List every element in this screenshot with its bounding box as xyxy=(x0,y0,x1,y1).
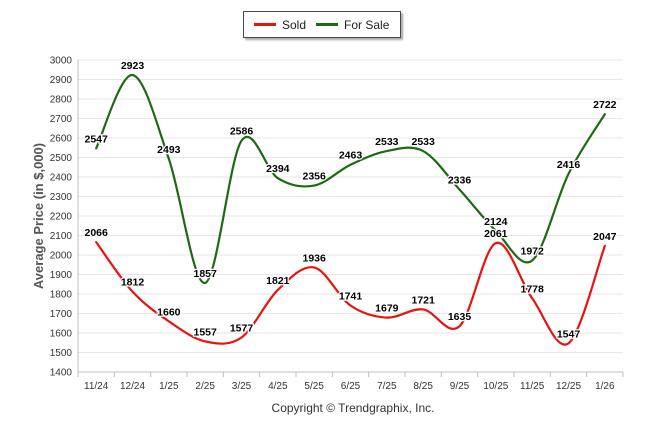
data-label-for-sale: 2586 xyxy=(230,126,254,138)
data-label-for-sale: 2394 xyxy=(266,163,290,175)
y-tick-label: 2300 xyxy=(50,192,73,203)
x-tick-label: 10/25 xyxy=(483,381,508,392)
data-label-sold: 2047 xyxy=(593,231,617,243)
data-label-sold: 1741 xyxy=(339,291,363,303)
x-tick-label: 1/25 xyxy=(159,381,179,392)
y-tick-label: 1600 xyxy=(50,329,73,340)
data-label-for-sale: 2356 xyxy=(302,171,326,183)
y-tick-label: 2700 xyxy=(50,114,73,125)
data-label-sold: 1679 xyxy=(375,303,399,315)
data-label-sold: 1812 xyxy=(121,277,145,289)
data-label-for-sale: 2722 xyxy=(593,99,617,111)
data-label-sold: 1547 xyxy=(557,328,581,340)
x-tick-label: 11/25 xyxy=(520,381,545,392)
x-tick-label: 12/24 xyxy=(120,381,145,392)
y-tick-label: 1400 xyxy=(50,368,73,379)
legend-label-for-sale: For Sale xyxy=(344,17,390,32)
data-label-sold: 2061 xyxy=(484,228,508,240)
data-label-for-sale: 2533 xyxy=(375,136,399,148)
y-tick-label: 1800 xyxy=(50,290,73,301)
data-label-sold: 1557 xyxy=(193,326,217,338)
data-label-for-sale: 2533 xyxy=(411,136,435,148)
y-tick-label: 2600 xyxy=(50,134,73,145)
y-tick-label: 2000 xyxy=(50,251,73,262)
x-tick-label: 8/25 xyxy=(413,381,433,392)
data-label-sold: 1577 xyxy=(230,322,254,334)
y-axis-title: Average Price (in $,000) xyxy=(31,143,46,289)
y-tick-label: 1700 xyxy=(50,309,73,320)
x-tick-label: 2/25 xyxy=(195,381,215,392)
y-tick-label: 2400 xyxy=(50,173,73,184)
x-tick-label: 4/25 xyxy=(268,381,288,392)
y-tick-label: 1900 xyxy=(50,270,73,281)
data-label-sold: 1721 xyxy=(411,294,435,306)
chart-legend: Sold For Sale xyxy=(243,11,401,38)
data-label-sold: 1635 xyxy=(448,311,472,323)
y-tick-label: 2800 xyxy=(50,95,73,106)
data-label-for-sale: 2547 xyxy=(84,133,108,145)
data-label-sold: 1821 xyxy=(266,275,290,287)
data-label-for-sale: 2416 xyxy=(557,159,581,171)
legend-item-for-sale[interactable]: For Sale xyxy=(306,18,389,32)
legend-label-sold: Sold xyxy=(282,17,307,32)
legend-swatch-sold xyxy=(254,23,276,26)
data-label-sold: 1936 xyxy=(302,252,326,264)
y-tick-label: 2500 xyxy=(50,153,73,164)
x-tick-label: 11/24 xyxy=(84,381,109,392)
x-tick-label: 3/25 xyxy=(232,381,252,392)
data-label-for-sale: 1857 xyxy=(193,268,217,280)
copyright-footer: Copyright © Trendgraphix, Inc. xyxy=(271,401,435,415)
data-label-for-sale: 2493 xyxy=(157,144,181,156)
x-tick-label: 7/25 xyxy=(377,381,397,392)
data-label-sold: 2066 xyxy=(84,227,108,239)
x-tick-label: 5/25 xyxy=(304,381,324,392)
y-tick-label: 2900 xyxy=(50,75,73,86)
series-line-sold xyxy=(95,241,606,346)
legend-swatch-for-sale xyxy=(316,23,339,26)
data-label-for-sale: 2463 xyxy=(339,150,363,162)
x-tick-label: 6/25 xyxy=(341,381,361,392)
y-tick-label: 1500 xyxy=(50,348,73,359)
data-label-sold: 1778 xyxy=(520,283,544,295)
series-line-for-sale xyxy=(95,73,606,284)
x-tick-label: 1/26 xyxy=(595,381,615,392)
data-label-for-sale: 1972 xyxy=(520,245,544,257)
x-tick-label: 12/25 xyxy=(556,381,581,392)
data-label-sold: 1660 xyxy=(157,306,181,318)
y-tick-label: 3000 xyxy=(50,56,73,67)
y-tick-label: 2200 xyxy=(50,212,73,223)
x-tick-label: 9/25 xyxy=(450,381,470,392)
legend-item-sold[interactable]: Sold xyxy=(244,18,306,32)
data-label-for-sale: 2336 xyxy=(448,174,472,186)
data-label-for-sale: 2124 xyxy=(484,216,508,228)
data-label-for-sale: 2923 xyxy=(121,60,145,72)
y-tick-label: 2100 xyxy=(50,231,73,242)
